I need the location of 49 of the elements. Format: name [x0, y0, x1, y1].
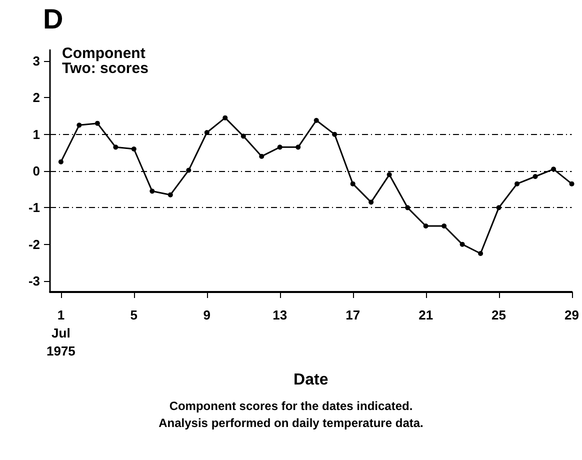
x-tick-label: 25 — [492, 308, 506, 322]
point — [150, 188, 155, 194]
point — [350, 181, 356, 186]
x-tick-label: 13 — [272, 308, 288, 322]
point — [259, 154, 264, 159]
point — [58, 159, 64, 164]
y-tick-label: -3 — [28, 274, 40, 288]
point — [551, 166, 556, 172]
point — [569, 181, 574, 186]
y-tick-label: 2 — [32, 90, 40, 106]
point — [386, 172, 392, 178]
point — [332, 132, 338, 137]
y-axis-title: Component Two: scores — [62, 45, 148, 77]
point — [460, 242, 465, 247]
x-tick-label: 17 — [346, 308, 360, 322]
point — [186, 168, 192, 173]
point — [368, 200, 374, 205]
point — [277, 144, 282, 150]
point — [423, 224, 428, 228]
point — [76, 122, 82, 128]
x-axis-title: Date — [294, 372, 328, 388]
x-tick-label: 9 — [203, 308, 211, 322]
x-tick-label: 29 — [564, 308, 580, 322]
x-tick-label: 21 — [418, 308, 434, 322]
point — [222, 115, 228, 120]
chart-title: D — [43, 4, 64, 34]
text: Component scores for the dates indicated. — [169, 399, 413, 413]
point — [496, 205, 502, 210]
text: Analysis performed on daily temperature data. — [158, 416, 424, 430]
point — [478, 251, 484, 256]
point — [532, 174, 538, 179]
point — [240, 134, 246, 139]
point — [296, 144, 301, 150]
y-tick-label: -2 — [28, 236, 40, 252]
point — [405, 205, 410, 210]
point — [204, 130, 210, 135]
y-tick-label: 3 — [32, 54, 40, 68]
point — [514, 181, 520, 186]
y-tick-label: 0 — [32, 164, 40, 178]
point — [314, 118, 319, 123]
x-tick-label: 5 — [130, 308, 138, 322]
point — [94, 120, 100, 126]
y-tick-label: 1 — [32, 126, 40, 142]
point — [168, 192, 173, 198]
point — [131, 146, 136, 152]
y-tick-label: -1 — [28, 200, 40, 216]
point — [113, 144, 118, 150]
point — [442, 224, 447, 228]
x-tick-label: 1 Jul 1975 — [46, 308, 76, 358]
